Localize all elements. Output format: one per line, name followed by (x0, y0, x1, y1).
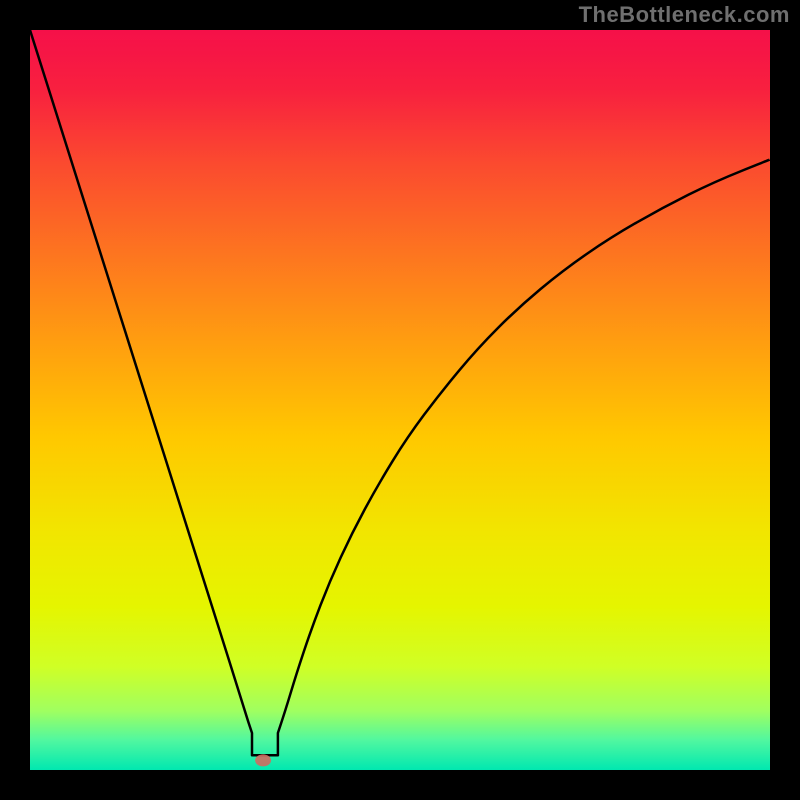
watermark-text: TheBottleneck.com (579, 2, 790, 28)
optimum-marker (255, 754, 271, 766)
chart-svg (0, 0, 800, 800)
plot-area (30, 30, 770, 770)
chart-canvas: TheBottleneck.com (0, 0, 800, 800)
